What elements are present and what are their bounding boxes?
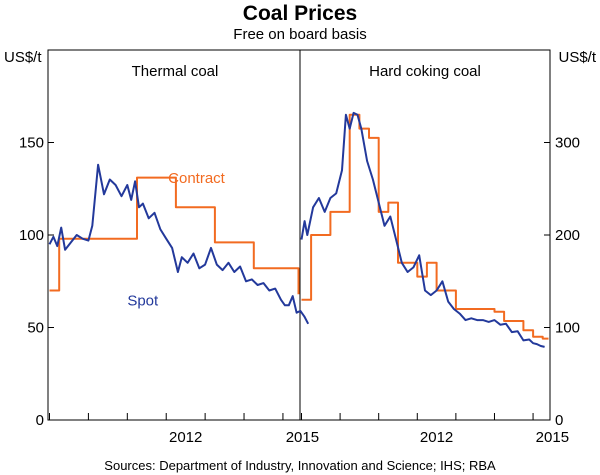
spot-series-label: Spot (127, 292, 159, 309)
y-tick-label-coking: 0 (555, 412, 563, 429)
panel-title-coking: Hard coking coal (369, 63, 481, 80)
x-tick-label-thermal: 2015 (286, 429, 319, 446)
contract-series-label: Contract (168, 170, 226, 187)
source-note: Sources: Department of Industry, Innovat… (104, 458, 496, 473)
thermal-spot-line (48, 163, 310, 325)
thermal-contract-line (49, 176, 300, 295)
x-tick-label-coking: 2012 (420, 429, 453, 446)
plot-frame (47, 49, 551, 421)
x-tick-label-thermal: 2012 (169, 429, 202, 446)
x-tick-label-coking: 2015 (536, 429, 569, 446)
y-tick-label-coking: 300 (555, 135, 580, 152)
coking-contract-line (301, 113, 549, 340)
chart-subtitle: Free on board basis (233, 26, 366, 43)
right-unit-label: US$/t (558, 49, 596, 66)
y-tick-label-thermal: 150 (19, 135, 44, 152)
y-tick-label-coking: 200 (555, 227, 580, 244)
y-tick-label-thermal: 0 (36, 412, 44, 429)
y-tick-label-thermal: 100 (19, 227, 44, 244)
chart-title: Coal Prices (243, 2, 357, 25)
coking-spot-line (300, 111, 545, 348)
y-tick-label-coking: 100 (555, 320, 580, 337)
panel-title-thermal: Thermal coal (132, 63, 219, 80)
y-tick-label-thermal: 50 (27, 320, 44, 337)
left-unit-label: US$/t (4, 49, 42, 66)
